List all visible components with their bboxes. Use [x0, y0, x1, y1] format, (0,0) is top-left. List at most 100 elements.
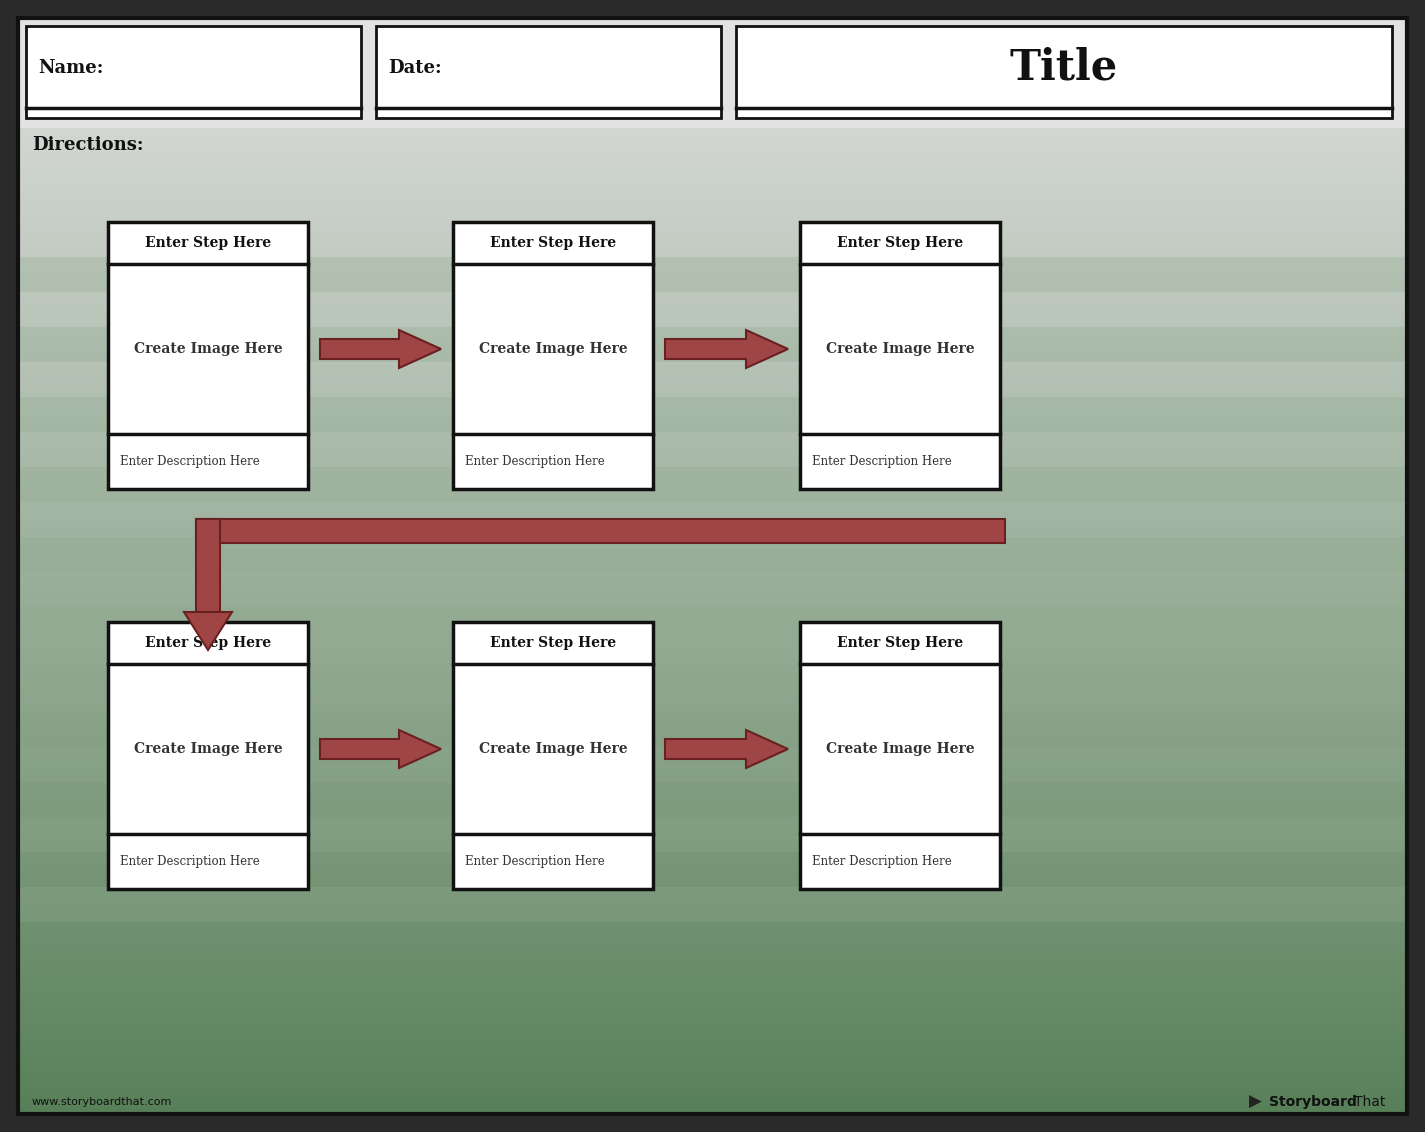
Bar [19, 1089, 1406, 1092]
Bar [19, 113, 1406, 117]
Bar [19, 1012, 1406, 1015]
Bar [19, 397, 1406, 432]
Bar [19, 953, 1406, 957]
Bar [19, 438, 1406, 441]
Bar [19, 672, 1406, 676]
Bar [19, 800, 1406, 804]
Bar [19, 29, 1406, 33]
Text: Directions:: Directions: [31, 136, 144, 154]
Bar [19, 894, 1406, 899]
Bar [19, 697, 1406, 701]
Bar [19, 753, 1406, 756]
Bar [19, 143, 1406, 146]
Bar [19, 592, 1406, 595]
Bar [19, 884, 1406, 887]
Bar [19, 1099, 1406, 1103]
Bar [19, 1022, 1406, 1027]
Text: Create Image Here: Create Image Here [134, 741, 282, 756]
Bar [19, 1107, 1406, 1110]
Bar [19, 402, 1406, 405]
Bar [19, 25, 1406, 29]
Bar [19, 263, 1406, 266]
Bar [19, 69, 1406, 72]
Bar [19, 281, 1406, 284]
Bar [19, 117, 1406, 120]
Bar [19, 748, 1406, 753]
Bar [19, 1030, 1406, 1034]
Bar [19, 873, 1406, 876]
Bar [19, 1001, 1406, 1004]
Bar [19, 325, 1406, 328]
Bar [19, 818, 1406, 822]
Bar [19, 299, 1406, 303]
Bar [19, 376, 1406, 379]
Bar [19, 512, 1406, 515]
Bar [19, 36, 1406, 40]
Bar [19, 164, 1406, 168]
Bar [19, 332, 1406, 336]
Text: www.storyboardthat.com: www.storyboardthat.com [31, 1097, 172, 1107]
Bar [19, 1066, 1406, 1070]
Bar [19, 431, 1406, 435]
Bar [19, 866, 1406, 869]
Polygon shape [665, 730, 788, 767]
Bar [19, 774, 1406, 778]
Bar [19, 961, 1406, 964]
Bar [19, 218, 1406, 223]
Bar [19, 456, 1406, 460]
Bar [19, 303, 1406, 307]
Bar [19, 354, 1406, 358]
Bar [19, 453, 1406, 456]
Bar [19, 18, 1406, 128]
Bar [19, 653, 1406, 658]
Bar [19, 1034, 1406, 1037]
Bar [19, 781, 1406, 786]
Bar [19, 460, 1406, 464]
Bar [19, 599, 1406, 602]
Bar [19, 131, 1406, 135]
Text: Enter Step Here: Enter Step Here [490, 235, 616, 250]
Bar [19, 899, 1406, 902]
Bar [19, 277, 1406, 281]
Bar [19, 975, 1406, 979]
Text: Name:: Name: [38, 59, 104, 77]
Bar [19, 851, 1406, 855]
Bar [19, 643, 1406, 646]
Bar [19, 238, 1406, 241]
Bar [19, 778, 1406, 781]
Bar [19, 1110, 1406, 1114]
Bar [19, 194, 1406, 197]
Bar [19, 715, 1406, 720]
Bar [799, 222, 1000, 489]
Bar [19, 358, 1406, 361]
Text: Storyboard: Storyboard [1270, 1095, 1357, 1109]
Bar [19, 677, 1406, 712]
Bar [19, 518, 1406, 522]
Bar [19, 43, 1406, 48]
Bar [19, 504, 1406, 507]
Text: Enter Description Here: Enter Description Here [120, 455, 259, 468]
Bar [19, 709, 1406, 712]
Bar [19, 1063, 1406, 1066]
Bar [19, 497, 1406, 500]
Bar [19, 763, 1406, 767]
Text: Enter Step Here: Enter Step Here [490, 636, 616, 650]
Bar [19, 417, 1406, 420]
Bar [19, 602, 1406, 607]
Bar [19, 855, 1406, 858]
Bar [19, 891, 1406, 894]
Bar [19, 843, 1406, 848]
Bar [19, 610, 1406, 614]
Bar [19, 668, 1406, 672]
Bar [19, 507, 1406, 512]
Bar [19, 256, 1406, 259]
Bar [19, 336, 1406, 340]
Bar [19, 957, 1406, 961]
Bar [19, 628, 1406, 632]
Bar [19, 72, 1406, 77]
Bar [19, 902, 1406, 906]
Bar [19, 869, 1406, 873]
Bar [19, 1074, 1406, 1078]
Bar [19, 792, 1406, 796]
Text: Enter Step Here: Enter Step Here [836, 235, 963, 250]
